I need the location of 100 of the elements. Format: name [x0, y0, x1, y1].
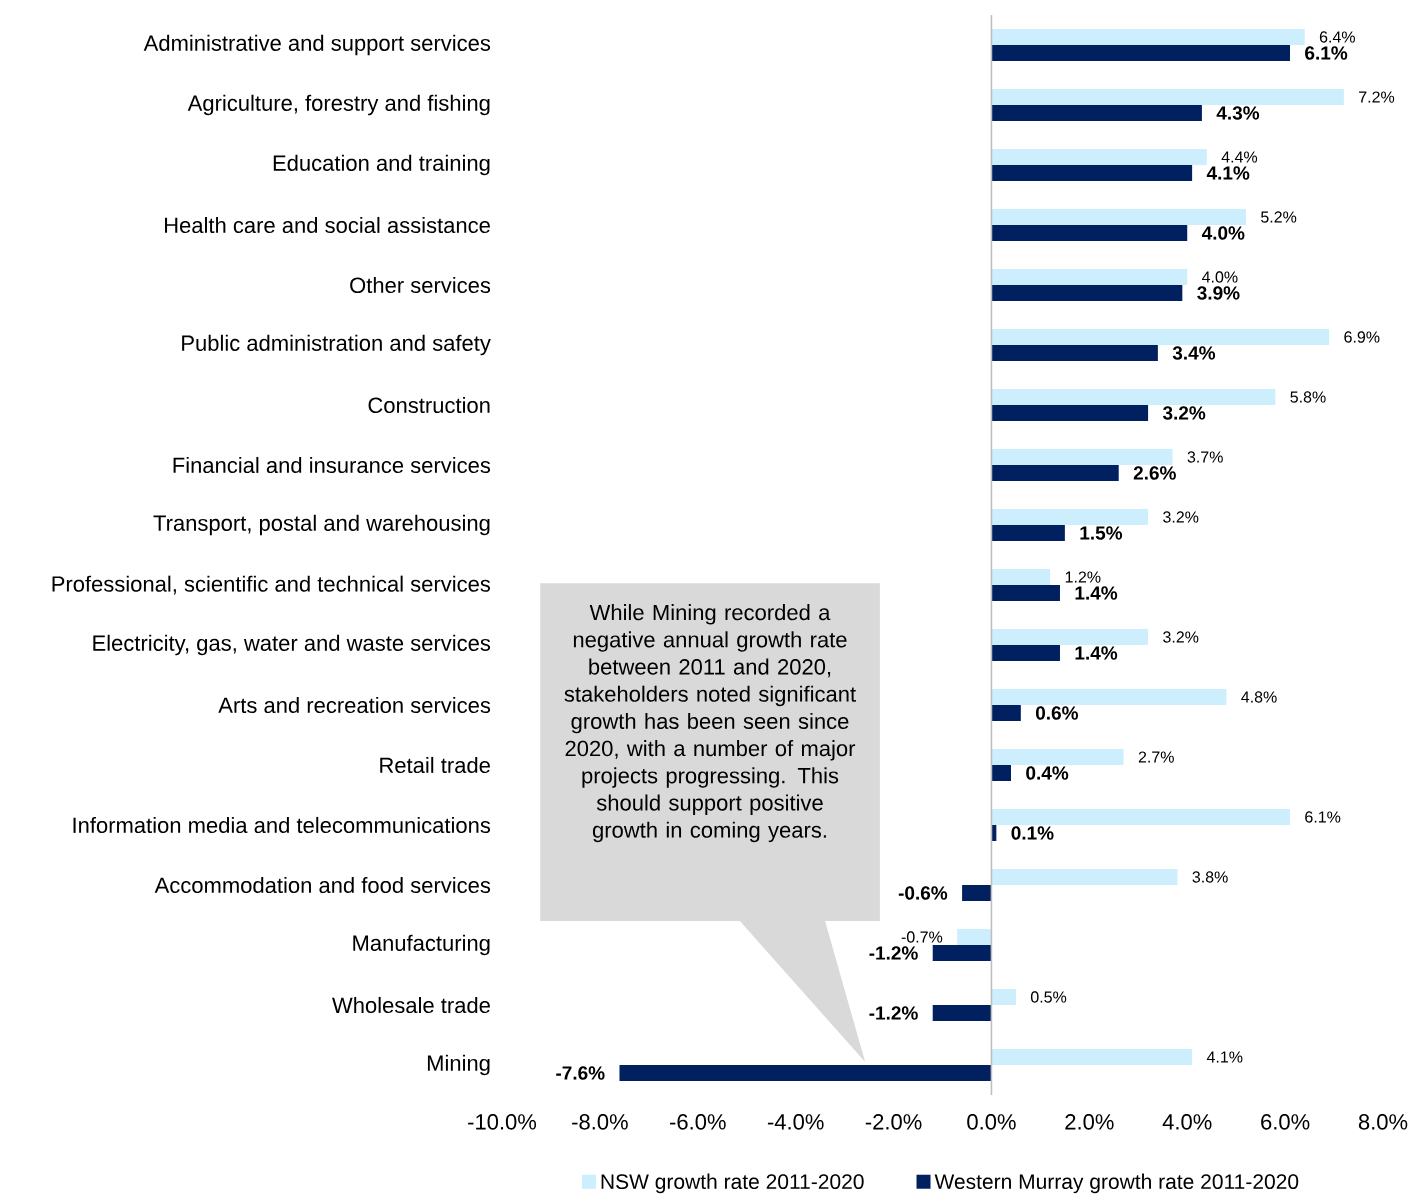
bar: [991, 285, 1183, 302]
bar: [991, 689, 1227, 706]
bar: [991, 45, 1291, 61]
bar: [991, 645, 1060, 662]
data-label: 5.8%: [1290, 391, 1326, 403]
bar: [991, 225, 1188, 242]
y-tick-label: Electricity, gas, water and waste services: [93, 634, 491, 656]
y-tick-label: Arts and recreation services: [218, 696, 491, 714]
bar: [991, 509, 1149, 526]
data-label: 4.3%: [1216, 106, 1260, 120]
data-label: 0.1%: [1011, 826, 1054, 840]
x-tick-label: -2.0%: [865, 1114, 922, 1130]
data-label: 3.8%: [1192, 871, 1228, 883]
x-tick-label: 4.0%: [1162, 1114, 1212, 1130]
x-tick-label: -10.0%: [468, 1114, 537, 1130]
data-label: 0.6%: [1035, 706, 1079, 720]
data-label: 1.4%: [1075, 646, 1118, 660]
data-label: 6.1%: [1305, 46, 1348, 60]
bar: [991, 269, 1188, 286]
data-label: 1.2%: [1065, 571, 1101, 583]
bar: [991, 105, 1202, 122]
bar: [991, 449, 1173, 466]
data-label: 2.7%: [1138, 751, 1174, 763]
y-tick-label: Construction: [368, 396, 490, 414]
data-label: 6.4%: [1319, 31, 1355, 43]
data-label: 1.5%: [1080, 526, 1123, 540]
bar: [991, 705, 1021, 722]
bar: [962, 885, 992, 902]
bar: [932, 945, 992, 962]
y-tick-label: Information media and telecommunications: [73, 816, 491, 834]
x-tick-label: 6.0%: [1261, 1114, 1310, 1130]
data-label: 4.4%: [1221, 151, 1258, 163]
data-label: 2.6%: [1133, 466, 1176, 480]
y-tick-label: Administrative and support services: [143, 34, 491, 56]
bar: [991, 869, 1178, 886]
data-label: 5.2%: [1261, 211, 1297, 223]
data-label: 3.4%: [1172, 346, 1216, 360]
data-label: 4.1%: [1206, 1051, 1243, 1063]
y-tick-label: Manufacturing: [353, 934, 490, 956]
data-label: 4.0%: [1201, 226, 1245, 240]
y-tick-label: Financial and insurance services: [173, 456, 491, 474]
y-tick-label: Professional, scientific and technical services: [52, 575, 491, 595]
y-tick-label: Public administration and safety: [182, 334, 491, 356]
data-label: -1.2%: [869, 946, 918, 960]
bar: [957, 929, 992, 946]
legend-label: Western Murray growth rate 2011-2020: [934, 1173, 1299, 1194]
x-tick-label: 8.0%: [1358, 1114, 1408, 1130]
data-label: -7.6%: [556, 1066, 605, 1080]
data-label: -1.2%: [869, 1006, 918, 1020]
data-label: 3.9%: [1197, 286, 1240, 300]
bar: [991, 89, 1344, 105]
bar: [991, 329, 1330, 346]
bar: [991, 525, 1065, 542]
bar: [991, 209, 1246, 225]
bar: [991, 165, 1193, 181]
bar: [991, 629, 1149, 646]
bar: [991, 149, 1207, 166]
bar: [932, 1005, 992, 1022]
data-label: 1.4%: [1075, 586, 1118, 600]
bar: [991, 405, 1149, 422]
bar: [991, 749, 1124, 766]
x-tick-label: 0.0%: [967, 1114, 1016, 1130]
data-label: 3.2%: [1163, 631, 1199, 643]
data-label: 4.1%: [1206, 166, 1250, 180]
data-label: 7.2%: [1359, 91, 1395, 103]
text: While Mining recorded a negative annual growth rate between 2011 and 2020, stakeholders noted significant growth has been seen since 2020, with a number of major projects progressing. This should support positive growth in coming years.: [564, 604, 856, 843]
bar: [991, 585, 1060, 602]
bar: [991, 465, 1119, 482]
y-tick-label: Transport, postal and warehousing: [153, 514, 490, 536]
data-label: 0.4%: [1026, 766, 1069, 780]
data-label: 3.2%: [1163, 511, 1199, 523]
data-label: 4.8%: [1241, 691, 1277, 703]
data-label: 3.2%: [1162, 406, 1206, 420]
y-tick-label: Mining: [427, 1054, 490, 1076]
bar: [991, 765, 1012, 782]
bar: [991, 809, 1291, 826]
bar: [991, 345, 1158, 361]
data-label: 3.7%: [1187, 451, 1223, 463]
y-tick-label: Health care and social assistance: [165, 216, 490, 234]
y-tick-label: Wholesale trade: [332, 996, 490, 1014]
x-tick-label: -8.0%: [572, 1114, 628, 1130]
y-tick-label: Accommodation and food services: [154, 876, 491, 894]
data-label: 4.0%: [1202, 271, 1238, 283]
data-label: 6.9%: [1344, 331, 1380, 343]
y-tick-label: Other services: [350, 276, 491, 294]
data-label: -0.7%: [901, 931, 943, 943]
x-tick-label: -4.0%: [767, 1114, 824, 1130]
x-tick-label: -6.0%: [670, 1114, 726, 1130]
bar: [991, 29, 1305, 45]
bar: [991, 569, 1051, 586]
data-label: 0.5%: [1030, 991, 1067, 1003]
legend-label: NSW growth rate 2011-2020: [601, 1173, 864, 1194]
y-tick-label: Retail trade: [380, 756, 490, 774]
y-tick-label: Agriculture, forestry and fishing: [187, 94, 490, 116]
bar: [991, 1049, 1193, 1066]
bar: [991, 389, 1276, 405]
bar: [619, 1065, 992, 1082]
data-label: 6.1%: [1305, 811, 1341, 823]
y-tick-label: Education and training: [273, 154, 490, 176]
x-tick-label: 2.0%: [1065, 1114, 1114, 1130]
